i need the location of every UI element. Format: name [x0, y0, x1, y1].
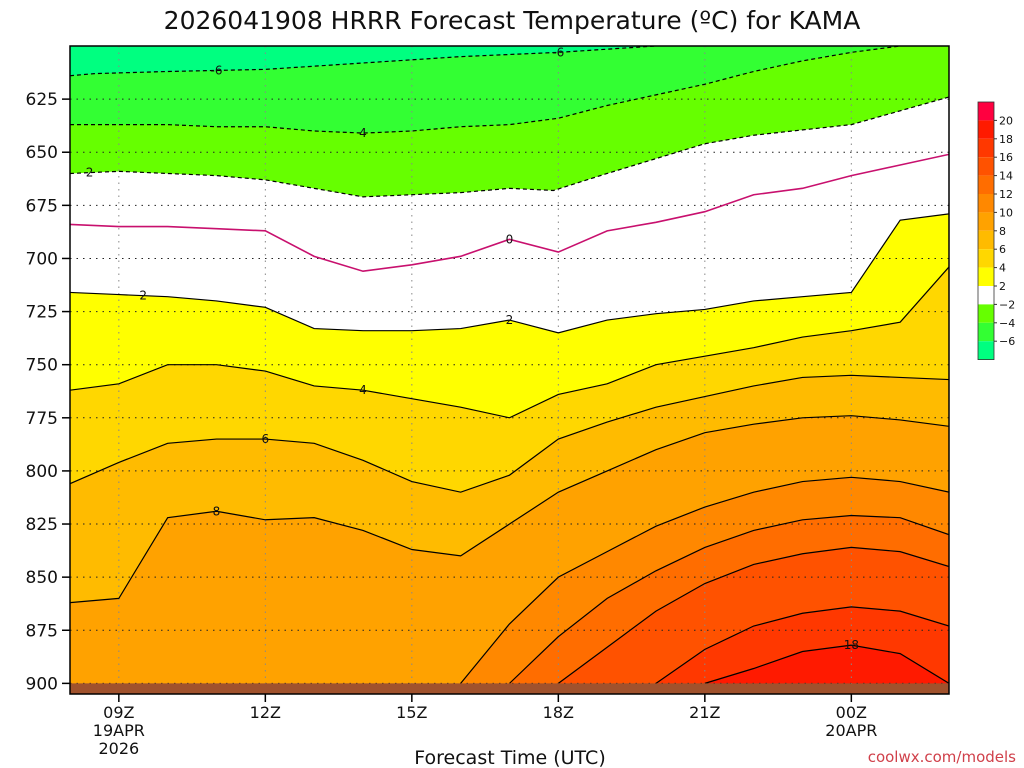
contour-line-14: [557, 546, 949, 684]
y-tick-label: 900: [26, 674, 58, 694]
contour-line-16: [655, 606, 949, 684]
colorbar-label: 6: [999, 243, 1006, 256]
colorbar-label: 16: [999, 151, 1013, 164]
x-tick-label: 00Z: [836, 703, 867, 722]
y-tick-label: 875: [26, 621, 58, 641]
colorbar-swatch: [978, 267, 994, 286]
contour-label: 8: [213, 504, 221, 518]
colorbar-label: 4: [999, 262, 1006, 275]
y-tick-label: 725: [26, 303, 58, 323]
contour-line-12: [509, 514, 949, 684]
band-above-18: [704, 645, 949, 694]
colorbar-label: 20: [999, 114, 1013, 127]
colorbar-swatch: [978, 212, 994, 231]
colorbar-swatch: [978, 341, 994, 360]
colorbar-label: −6: [999, 335, 1015, 348]
colorbar-swatch: [978, 102, 994, 121]
x-tick-label: 15Z: [396, 703, 427, 722]
colorbar-label: 8: [999, 225, 1006, 238]
contour-line--4: [70, 46, 901, 134]
plot-area: -6 -6 4 2 0 2 2 4 6 8 18: [70, 45, 949, 694]
chart-title: 2026041908 HRRR Forecast Temperature (ºC…: [164, 6, 861, 35]
x-tick-label: 09Z: [103, 703, 134, 722]
colorbar-label: −4: [999, 317, 1015, 330]
colorbar-swatch: [978, 286, 994, 305]
colorbar-swatch: [978, 194, 994, 213]
contour-label: 2: [86, 166, 94, 180]
contour-line-6: [70, 374, 949, 493]
y-axis: 625 650 675 700 725 750 775 800 825 850 875 900: [26, 90, 70, 694]
y-tick-label: 800: [26, 462, 58, 482]
colorbar-label: 14: [999, 170, 1013, 183]
y-tick-label: 625: [26, 90, 58, 110]
colorbar-label: 2: [999, 280, 1006, 293]
x-tick-label: 18Z: [543, 703, 574, 722]
y-tick-label: 650: [26, 143, 58, 163]
y-tick-label: 675: [26, 196, 58, 216]
x-axis-label: Forecast Time (UTC): [414, 747, 605, 768]
colorbar-swatch: [978, 304, 994, 323]
plot-frame: [69, 45, 950, 695]
x-tick-label: 21Z: [689, 703, 720, 722]
contour-line-4: [70, 266, 949, 419]
contour-line-18: [704, 644, 949, 684]
y-tick-label: 700: [26, 249, 58, 269]
colorbar-label: 12: [999, 188, 1013, 201]
x-tick-label: 19APR: [93, 721, 145, 740]
contour-line--6: [70, 46, 657, 77]
contour-label: 0: [506, 232, 514, 246]
colorbar-swatch: [978, 322, 994, 342]
colorbar-label: −2: [999, 298, 1015, 311]
colorbar-swatch: [978, 120, 994, 139]
colorbar-swatch: [978, 230, 994, 250]
colorbar-label: 18: [999, 133, 1013, 146]
credit-text: coolwx.com/models: [868, 748, 1016, 766]
contour-line-2: [70, 203, 949, 334]
colorbar-label: 10: [999, 206, 1013, 219]
colorbar-swatch: [978, 157, 994, 176]
contour-line-8: [70, 415, 949, 604]
y-tick-label: 750: [26, 356, 58, 376]
contour-label: -6: [211, 63, 223, 77]
colorbar-swatch: [978, 138, 994, 158]
contour-line--2: [70, 96, 949, 198]
contour-label: 4: [359, 126, 367, 140]
y-tick-label: 825: [26, 515, 58, 535]
colorbar-swatch: [978, 175, 994, 194]
contour-label: -6: [552, 45, 564, 59]
colorbar-swatch: [978, 249, 994, 268]
contour-label: 18: [844, 638, 859, 652]
contour-line-0: [70, 153, 949, 273]
colorbar: 20 18 16 14 12 10 8 6 4 2 −2 −4 −6: [977, 101, 1015, 361]
y-tick-label: 850: [26, 568, 58, 588]
y-tick-label: 775: [26, 409, 58, 429]
ground-strip: [70, 683, 949, 694]
x-tick-label: 20APR: [825, 721, 877, 740]
contour-line-10: [460, 476, 949, 684]
contour-label: 4: [359, 383, 367, 397]
x-tick-label: 2026: [98, 739, 139, 758]
contour-label: 6: [262, 432, 270, 446]
contour-label: 2: [506, 313, 514, 327]
x-tick-label: 12Z: [250, 703, 281, 722]
contour-label: 2: [139, 289, 147, 303]
